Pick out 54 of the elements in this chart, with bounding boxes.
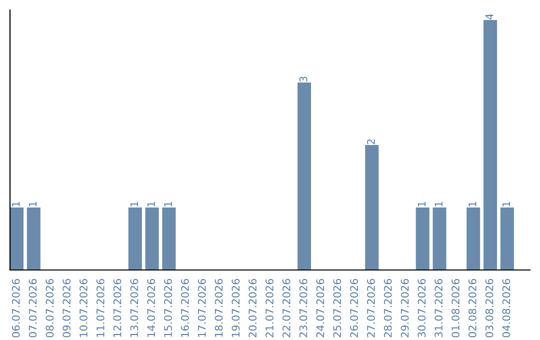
data-label: 1 bbox=[28, 202, 37, 206]
bar bbox=[128, 208, 142, 270]
x-tick-label: 28.07.2026 bbox=[384, 278, 392, 338]
x-tick-label: 31.07.2026 bbox=[434, 278, 443, 338]
x-tick-label: 14.07.2026 bbox=[147, 278, 156, 337]
x-tick-label: 22.07.2026 bbox=[282, 278, 290, 338]
x-tick-label: 25.07.2026 bbox=[333, 278, 342, 338]
x-tick-label: 23.07.2026 bbox=[299, 278, 308, 338]
x-tick-label: 07.07.2026 bbox=[28, 278, 37, 338]
x-tick-label: 20.07.2026 bbox=[248, 278, 257, 338]
x-tick-label: 18.07.2026 bbox=[214, 278, 223, 337]
x-tick-label: 15.07.2026 bbox=[164, 278, 172, 337]
x-tick-label: 11.07.2026 bbox=[96, 278, 104, 337]
x-tick-label: 17.07.2026 bbox=[198, 278, 206, 337]
x-tick-label: 16.07.2026 bbox=[181, 278, 189, 337]
bar bbox=[416, 208, 430, 270]
x-tick-label: 02.08.2026 bbox=[468, 278, 476, 338]
data-label: 4 bbox=[486, 14, 494, 20]
x-tick-label: 12.07.2026 bbox=[113, 278, 122, 337]
bar bbox=[145, 208, 159, 270]
data-label: 1 bbox=[468, 202, 476, 206]
x-tick-label: 24.07.2026 bbox=[316, 278, 324, 338]
bar bbox=[483, 20, 498, 270]
x-tick-label: 19.07.2026 bbox=[232, 278, 240, 337]
x-tick-label: 29.07.2026 bbox=[400, 278, 409, 338]
bar bbox=[432, 208, 446, 270]
data-label: 1 bbox=[502, 202, 510, 206]
data-label: 1 bbox=[164, 202, 172, 206]
x-tick-label: 01.08.2026 bbox=[452, 278, 460, 338]
data-label: 2 bbox=[367, 139, 375, 144]
data-label: 1 bbox=[12, 202, 20, 206]
x-tick-label: 09.07.2026 bbox=[62, 278, 71, 338]
x-tick-label: 08.07.2026 bbox=[46, 278, 54, 338]
data-label: 1 bbox=[147, 202, 155, 206]
bar bbox=[466, 208, 480, 270]
bar bbox=[162, 208, 176, 270]
bar bbox=[365, 145, 379, 270]
data-label: 1 bbox=[418, 202, 426, 206]
x-tick-label: 06.07.2026 bbox=[12, 278, 20, 338]
bar bbox=[500, 208, 514, 270]
x-tick-label: 30.07.2026 bbox=[418, 278, 426, 338]
x-tick-label: 04.08.2026 bbox=[502, 278, 510, 338]
x-tick-label: 27.07.2026 bbox=[367, 278, 375, 338]
x-tick-label: 10.07.2026 bbox=[80, 278, 88, 337]
data-label: 1 bbox=[434, 202, 442, 206]
x-tick-label: 21.07.2026 bbox=[266, 278, 274, 338]
data-label: 3 bbox=[299, 76, 308, 82]
x-tick-label: 26.07.2026 bbox=[350, 278, 358, 338]
bar bbox=[297, 82, 312, 270]
x-tick-label: 03.08.2026 bbox=[485, 278, 494, 338]
x-tick-label: 13.07.2026 bbox=[130, 278, 138, 337]
bar bbox=[10, 208, 24, 270]
data-label: 1 bbox=[130, 202, 138, 206]
bar bbox=[26, 208, 40, 270]
